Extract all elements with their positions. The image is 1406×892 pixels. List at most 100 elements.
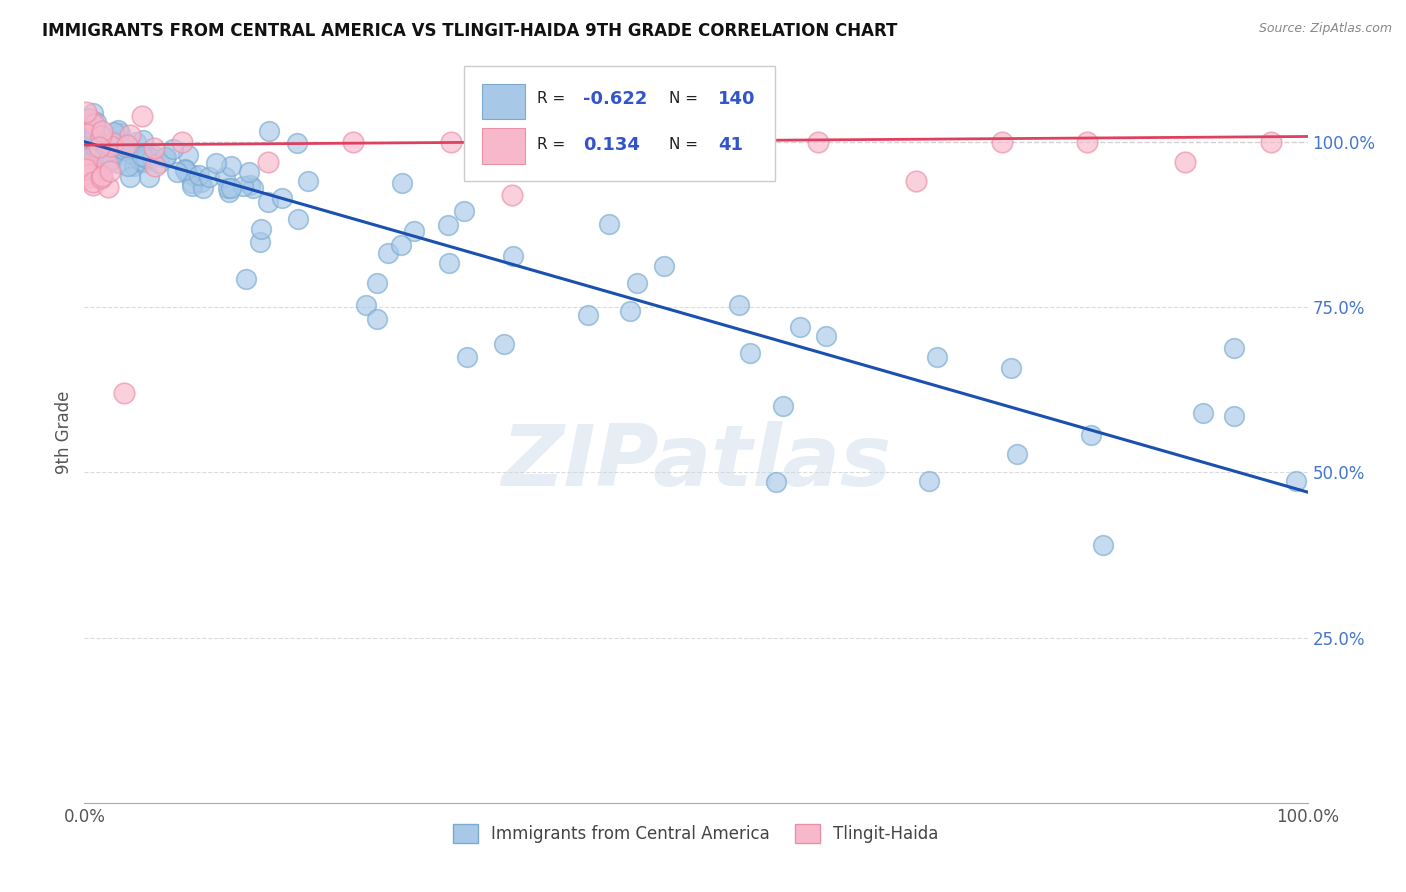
Text: 140: 140: [718, 90, 755, 108]
Point: [76, 123, 98, 137]
Point: [117, 160, 139, 174]
Point: [77, 122, 100, 136]
Point: [815, 328, 838, 343]
Point: [89, 162, 111, 177]
Point: [456, 350, 478, 364]
Point: [100, 152, 122, 166]
Point: [598, 217, 620, 231]
Point: [238, 164, 260, 178]
Point: [131, 149, 153, 163]
Point: [96, 154, 118, 169]
Point: [131, 133, 153, 147]
Point: [82, 175, 104, 189]
Text: N =: N =: [669, 137, 703, 153]
Point: [141, 151, 163, 165]
Point: [100, 141, 122, 155]
Point: [108, 126, 131, 140]
Point: [218, 185, 240, 199]
Point: [366, 312, 388, 326]
Point: [77, 167, 100, 181]
Point: [138, 170, 160, 185]
Point: [108, 136, 131, 150]
Point: [103, 139, 125, 153]
Point: [90, 129, 112, 144]
Point: [87, 136, 110, 150]
Text: ZIPatlas: ZIPatlas: [501, 421, 891, 504]
Point: [76, 111, 98, 125]
Point: [86, 162, 108, 177]
Point: [685, 148, 707, 162]
FancyBboxPatch shape: [464, 66, 776, 181]
Point: [115, 137, 138, 152]
Point: [219, 159, 242, 173]
Text: 41: 41: [718, 136, 742, 153]
Point: [190, 174, 212, 188]
Point: [377, 245, 399, 260]
Point: [402, 225, 425, 239]
Point: [129, 155, 152, 169]
Point: [180, 178, 202, 193]
Point: [297, 174, 319, 188]
Point: [492, 336, 515, 351]
Point: [96, 156, 118, 170]
Point: [389, 238, 412, 252]
Text: IMMIGRANTS FROM CENTRAL AMERICA VS TLINGIT-HAIDA 9TH GRADE CORRELATION CHART: IMMIGRANTS FROM CENTRAL AMERICA VS TLING…: [42, 22, 897, 40]
Point: [249, 235, 271, 250]
Point: [101, 136, 124, 150]
Point: [79, 134, 101, 148]
Point: [114, 139, 136, 153]
Point: [174, 161, 197, 176]
Point: [728, 298, 751, 312]
Point: [128, 153, 150, 168]
Point: [112, 386, 135, 401]
Point: [285, 136, 308, 151]
Point: [271, 191, 294, 205]
Point: [86, 138, 108, 153]
Point: [77, 140, 100, 154]
Point: [76, 131, 98, 145]
Point: [187, 169, 209, 183]
Point: [205, 156, 228, 170]
Point: [80, 153, 103, 168]
Point: [143, 159, 166, 173]
Point: [84, 142, 107, 156]
Point: [76, 150, 98, 164]
Point: [1092, 539, 1115, 553]
Point: [79, 159, 101, 173]
Point: [181, 168, 204, 182]
Point: [100, 139, 122, 153]
Point: [142, 141, 165, 155]
Point: [287, 212, 309, 227]
Point: [90, 171, 112, 186]
Point: [738, 346, 761, 360]
Point: [1222, 409, 1244, 423]
Point: [440, 135, 463, 149]
Point: [94, 147, 117, 161]
Point: [84, 114, 107, 128]
Point: [75, 139, 97, 153]
Point: [135, 148, 157, 162]
Point: [439, 255, 461, 269]
Point: [103, 125, 125, 139]
Point: [90, 161, 112, 176]
Point: [1005, 447, 1028, 461]
Point: [84, 141, 107, 155]
Point: [453, 204, 475, 219]
Point: [142, 148, 165, 162]
Point: [925, 350, 948, 364]
Text: 0.134: 0.134: [583, 136, 640, 153]
Point: [83, 146, 105, 161]
Point: [586, 135, 609, 149]
Point: [122, 159, 145, 173]
Point: [1000, 361, 1022, 376]
Point: [991, 135, 1014, 149]
Point: [239, 178, 262, 193]
Point: [1174, 154, 1197, 169]
Point: [75, 105, 97, 120]
Point: [101, 134, 124, 148]
Point: [77, 145, 100, 159]
Point: [86, 138, 108, 153]
Text: R =: R =: [537, 91, 569, 106]
Point: [135, 147, 157, 161]
Bar: [482, 128, 524, 164]
